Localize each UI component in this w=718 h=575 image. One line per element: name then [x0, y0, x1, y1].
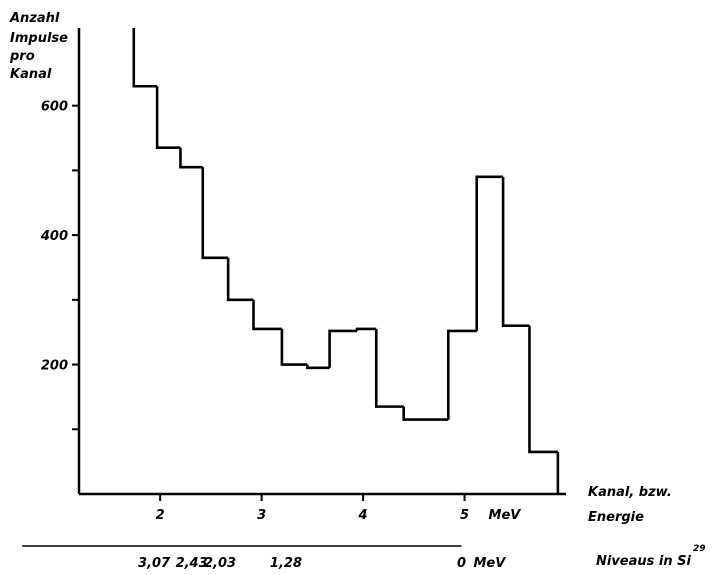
secondary-axis-label: Niveaus in Si29: [596, 544, 706, 569]
x-axis-label-line-2: Energie: [588, 510, 644, 525]
y-label-line-1: Anzahl: [9, 11, 60, 26]
secondary-tick-label-0: 3,07: [138, 556, 171, 571]
x-axis-unit: MeV: [489, 508, 522, 523]
secondary-tick-label-1: 2,43: [176, 556, 208, 571]
secondary-axis-ticks: 3,07 2,432,03 1,28 0: [138, 556, 466, 571]
y-label-line-2: Impulse: [10, 31, 68, 46]
histogram-bins: [132, 28, 560, 494]
x-tick-label-4: 4: [358, 508, 368, 523]
x-ticks: 2 3 4 5: [156, 494, 469, 523]
histogram-bin: [179, 147, 203, 169]
histogram-bin: [501, 176, 530, 328]
histogram-bin: [355, 327, 377, 331]
histogram-bin: [132, 28, 158, 88]
histogram-bin: [374, 328, 404, 408]
histogram-bin: [475, 175, 504, 331]
y-tick-label-200: 200: [41, 359, 68, 374]
histogram-bin: [328, 329, 357, 368]
x-tick-label-5: 5: [460, 508, 469, 523]
secondary-axis-label-text: Niveaus in Si: [596, 554, 692, 569]
histogram-bin: [252, 299, 282, 331]
histogram-bin: [280, 328, 308, 366]
y-tick-label-600: 600: [41, 100, 68, 115]
x-axis-label-line-1: Kanal, bzw.: [588, 485, 672, 500]
histogram-bin: [155, 86, 181, 150]
y-axis-label: Anzahl Impulse pro Kanal: [9, 11, 68, 82]
histogram-bin: [402, 406, 449, 421]
histogram-bin: [528, 325, 558, 454]
x-tick-label-3: 3: [257, 508, 266, 523]
x-tick-label-2: 2: [156, 508, 165, 523]
y-tick-label-400: 400: [40, 229, 68, 244]
y-ticks: 200 400 600: [40, 100, 79, 431]
histogram-bin: [447, 329, 477, 420]
histogram-bin: [226, 257, 254, 302]
histogram-bin: [201, 167, 229, 260]
secondary-axis-label-superscript: 29: [693, 544, 706, 554]
histogram-bin: [305, 364, 330, 370]
secondary-axis-unit: MeV: [473, 556, 506, 571]
secondary-tick-label-4: 0: [457, 556, 466, 571]
y-label-line-3: pro: [9, 49, 35, 64]
secondary-tick-label-3: 1,28: [270, 556, 302, 571]
y-label-line-4: Kanal: [10, 67, 52, 82]
secondary-tick-label-2: 2,03: [204, 556, 236, 571]
